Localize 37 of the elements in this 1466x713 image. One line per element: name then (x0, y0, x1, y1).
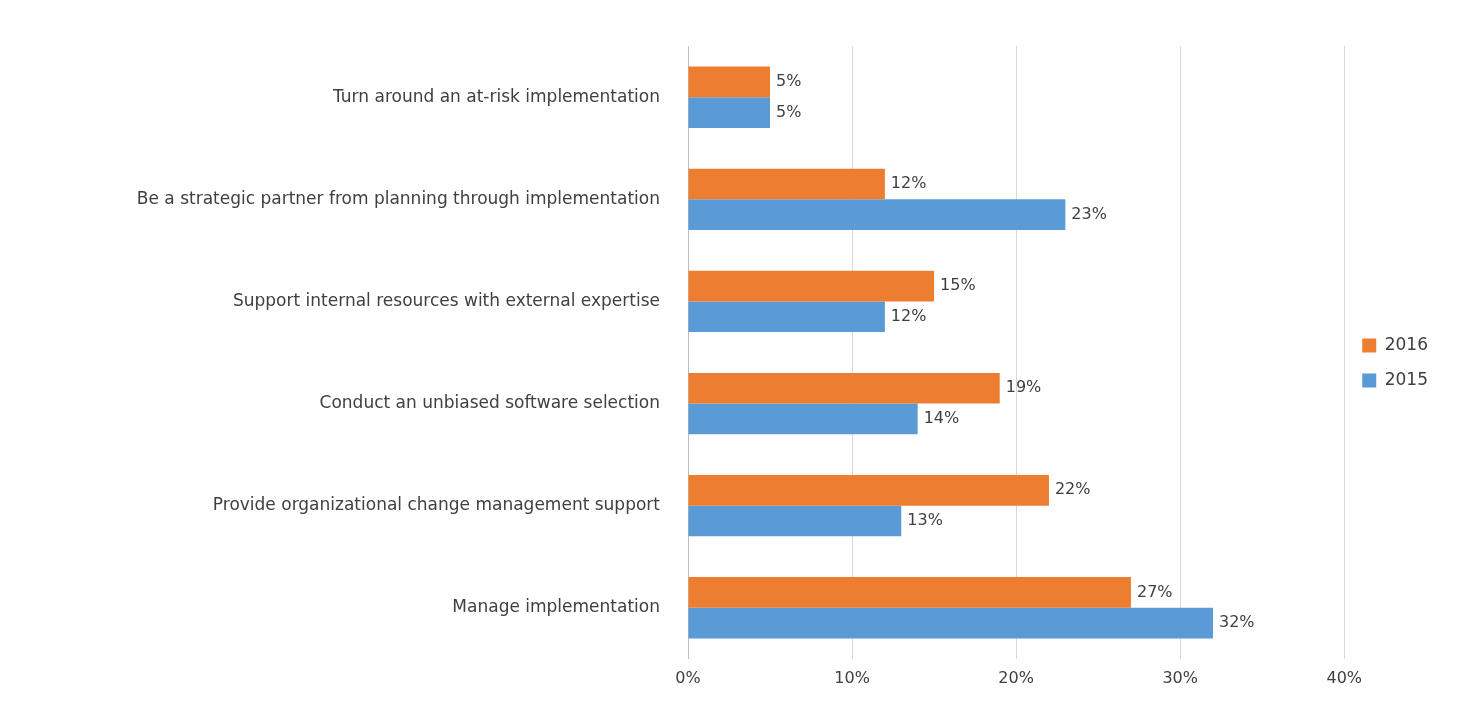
bar (688, 97, 771, 128)
bar (688, 607, 1213, 639)
bar (688, 577, 1131, 608)
y-tick-label: Conduct an unbiased software selection (319, 391, 660, 412)
y-tick-label: Support internal resources with external expertise (232, 289, 660, 310)
bar (688, 372, 1000, 404)
y-tick-label: Be a strategic partner from planning through implementation (136, 187, 660, 208)
data-label: 27% (1136, 581, 1173, 601)
bar (688, 301, 885, 333)
x-tick-label: 30% (1162, 667, 1198, 687)
x-tick-label: 0% (675, 667, 701, 687)
data-label: 32% (1218, 612, 1255, 632)
data-label: 12% (890, 173, 927, 193)
bar (688, 505, 902, 537)
x-tick-label: 40% (1326, 667, 1363, 687)
bar (688, 403, 918, 435)
data-label: 12% (890, 305, 927, 325)
data-label: 15% (940, 275, 976, 295)
bar (688, 168, 885, 200)
bar (688, 270, 935, 302)
data-label: 14% (923, 408, 960, 428)
data-label: 13% (907, 510, 943, 530)
data-label: 19% (1005, 377, 1042, 397)
y-tick-label: Provide organizational change management support (212, 494, 661, 515)
legend-label: 2016 (1384, 333, 1428, 354)
x-tick-label: 10% (834, 667, 870, 687)
bar (688, 199, 1066, 230)
y-tick-label: Manage implementation (452, 596, 660, 617)
x-tick-label: 20% (998, 667, 1034, 687)
data-label: 5% (776, 71, 802, 91)
y-tick-label: Turn around an at-risk implementation (332, 85, 660, 106)
data-label: 5% (776, 101, 802, 121)
legend-label: 2015 (1384, 368, 1428, 389)
bar (688, 66, 771, 98)
data-label: 23% (1071, 203, 1107, 223)
data-label: 22% (1054, 479, 1091, 499)
bar (688, 475, 1049, 506)
